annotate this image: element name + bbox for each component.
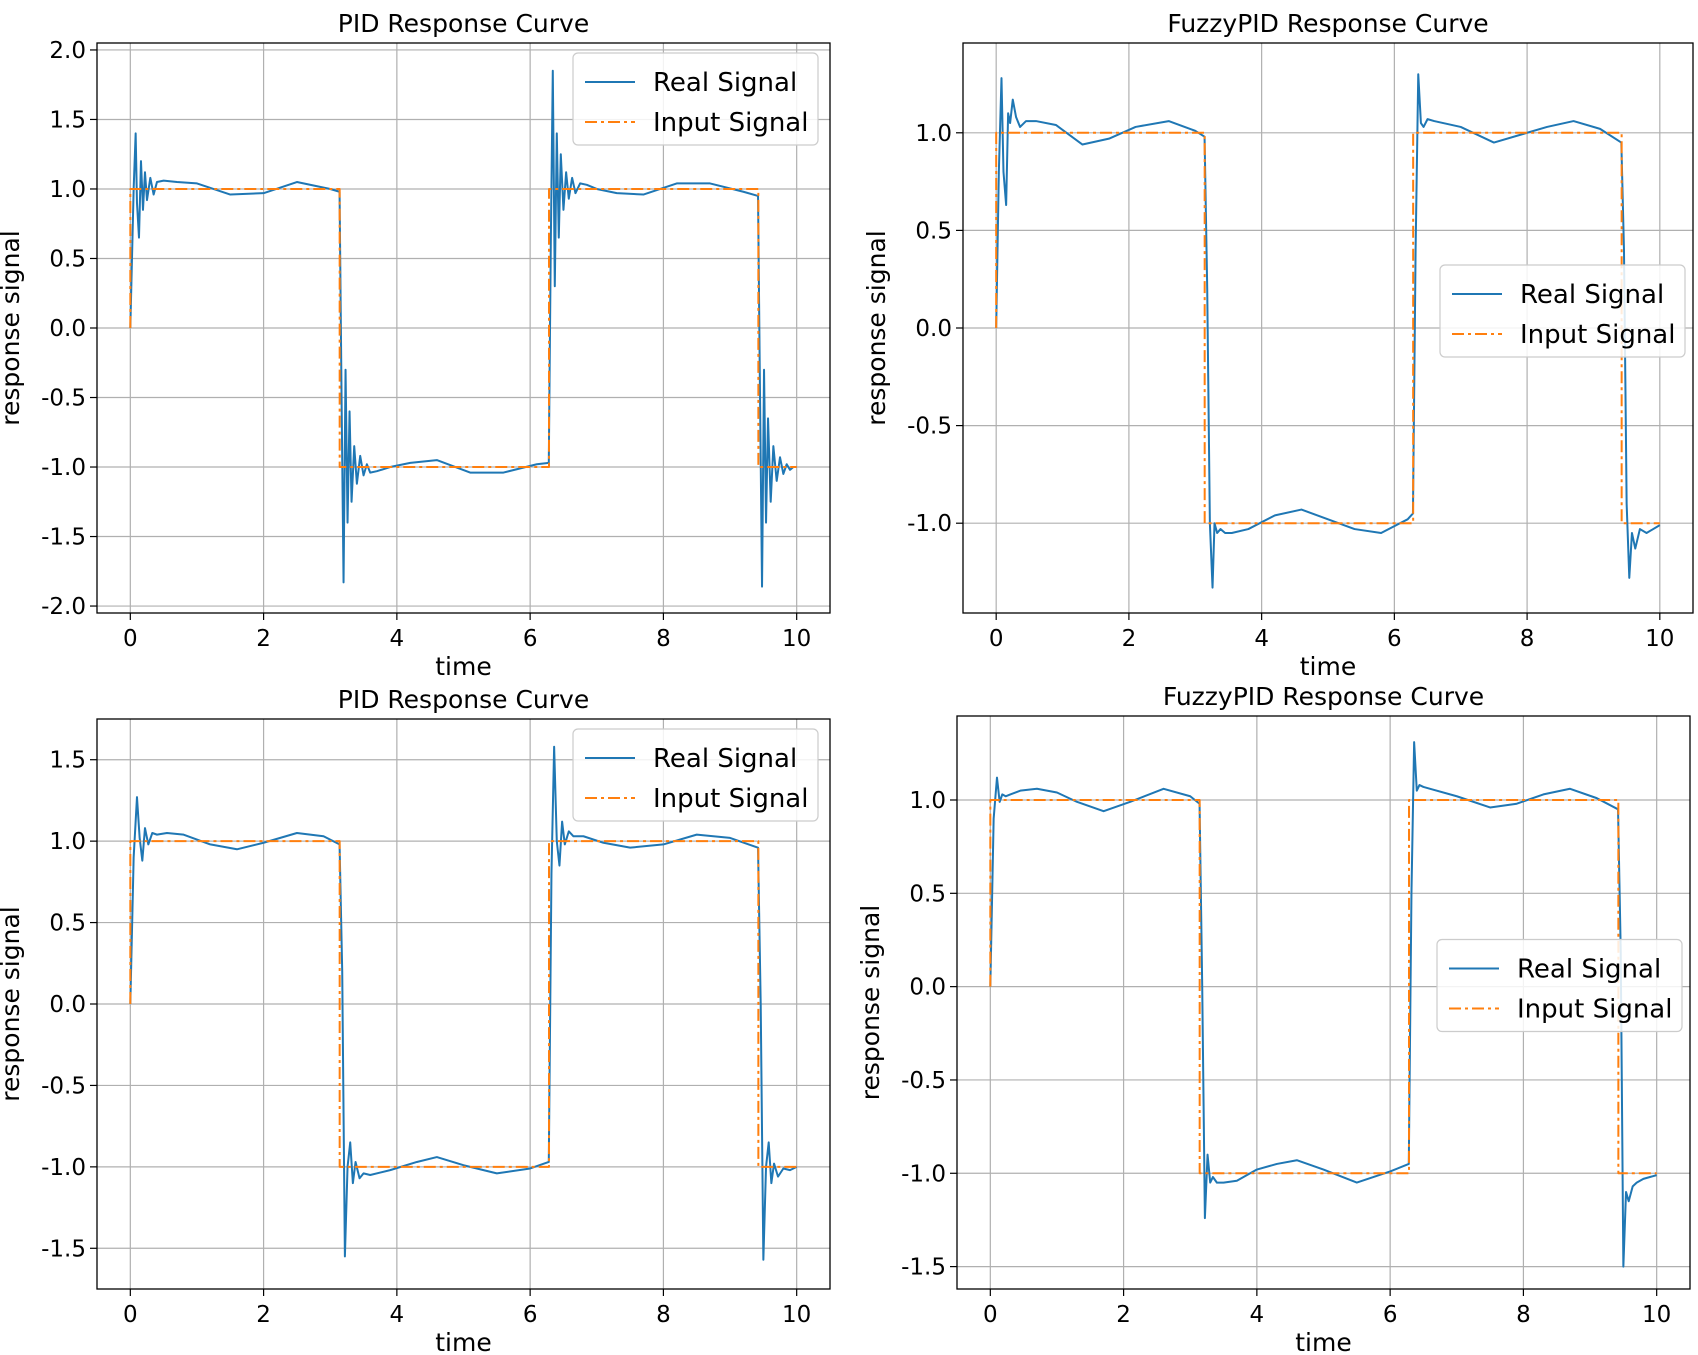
y-tick-label: 0.0: [49, 992, 86, 1018]
input-signal-line: [129, 840, 797, 1168]
y-tick-label: -1.0: [901, 1161, 946, 1187]
y-tick-label: 0.5: [915, 218, 952, 244]
subplot-4: 0 2 4 6 8 10 1.0 0.5 0.0 -0.5 -1.0 -1.5 FuzzyPID Res…: [856, 682, 1691, 1355]
x-tick-label: 4: [1254, 626, 1269, 652]
x-tick-label: 6: [523, 626, 538, 652]
y-tick-label: -0.5: [907, 414, 952, 440]
series-group: [129, 69, 797, 588]
x-tick-label: 8: [1516, 1302, 1531, 1328]
x-axis-label: time: [435, 1328, 491, 1355]
x-tick-label: 6: [1387, 626, 1402, 652]
x-axis-label: time: [435, 652, 491, 681]
y-tick-label: -0.5: [41, 386, 86, 412]
x-tick-label: 4: [1250, 1302, 1265, 1328]
legend: Real Signal Input Signal: [572, 52, 819, 146]
y-tick-label: -1.5: [901, 1255, 946, 1281]
series-group: [989, 741, 1657, 1268]
y-axis-label: response signal: [0, 906, 25, 1101]
y-tick-label: -1.0: [41, 455, 86, 481]
y-tick-label: 1.0: [915, 121, 952, 147]
legend-entry-label: Real Signal: [653, 744, 797, 774]
y-tick-label: 0.5: [49, 246, 86, 272]
y-tick-label: 1.5: [49, 107, 86, 133]
x-tick-label: 6: [1383, 1302, 1398, 1328]
x-tick-label: 2: [1116, 1302, 1131, 1328]
y-tick-label: 0.5: [49, 911, 86, 937]
chart-title: FuzzyPID Response Curve: [1163, 682, 1484, 711]
x-axis-label: time: [1300, 652, 1356, 681]
x-tick-label: 10: [1645, 626, 1674, 652]
y-tick-label: -1.5: [41, 525, 86, 551]
y-tick-label: -0.5: [901, 1068, 946, 1094]
y-axis-label: response signal: [0, 230, 25, 425]
legend-entry-label: Input Signal: [653, 108, 808, 138]
real-signal-line: [129, 745, 798, 1261]
axes-frame: [96, 718, 831, 1290]
y-tick-label: -1.5: [41, 1236, 86, 1262]
x-tick-label: 2: [1122, 626, 1137, 652]
y-tick-label: 0.0: [49, 316, 86, 342]
x-tick-label: 6: [523, 1302, 538, 1328]
y-axis-label: response signal: [856, 905, 885, 1100]
x-tick-label: 8: [656, 626, 671, 652]
axes-frame: [962, 42, 1694, 614]
x-tick-label: 2: [256, 626, 271, 652]
x-tick-label: 0: [983, 1302, 998, 1328]
y-tick-label: -1.0: [41, 1155, 86, 1181]
y-tick-label: 1.0: [49, 177, 86, 203]
real-signal-line: [989, 741, 1657, 1268]
x-tick-label: 4: [390, 626, 405, 652]
legend-entry-label: Real Signal: [653, 68, 797, 98]
y-tick-label: 0.5: [909, 881, 946, 907]
input-signal-line: [129, 187, 797, 469]
y-tick-label: 1.0: [49, 829, 86, 855]
subplot-2: 0 2 4 6 8 10 1.0 0.5 0.0 -0.5 -1.0 FuzzyPID Respons…: [862, 9, 1694, 681]
x-tick-label: 0: [989, 626, 1004, 652]
series-group: [129, 745, 798, 1261]
input-signal-line: [995, 131, 1660, 525]
y-tick-label: 0.0: [909, 975, 946, 1001]
x-tick-label: 8: [1520, 626, 1535, 652]
axes-frame: [96, 42, 831, 614]
y-tick-label: 1.5: [49, 748, 86, 774]
axes-frame: [956, 715, 1691, 1290]
chart-title: PID Response Curve: [338, 685, 589, 714]
real-signal-line: [129, 69, 797, 588]
x-tick-label: 4: [390, 1302, 405, 1328]
y-tick-label: -2.0: [41, 594, 86, 620]
x-axis-label: time: [1295, 1328, 1351, 1355]
legend-entry-label: Input Signal: [653, 784, 808, 814]
legend: Real Signal Input Signal: [1436, 938, 1683, 1033]
x-tick-label: 10: [782, 1302, 811, 1328]
x-tick-label: 0: [123, 1302, 138, 1328]
legend-entry-label: Real Signal: [1520, 280, 1664, 310]
y-axis-label: response signal: [862, 230, 891, 425]
x-tick-label: 0: [123, 626, 138, 652]
legend: Real Signal Input Signal: [572, 728, 819, 822]
legend-entry-label: Real Signal: [1517, 955, 1661, 985]
legend-entry-label: Input Signal: [1520, 320, 1675, 350]
legend: Real Signal Input Signal: [1439, 264, 1686, 358]
y-tick-label: -1.0: [907, 511, 952, 537]
y-tick-label: -0.5: [41, 1073, 86, 1099]
legend-entry-label: Input Signal: [1517, 995, 1672, 1025]
chart-title: PID Response Curve: [338, 9, 589, 38]
chart-title: FuzzyPID Response Curve: [1167, 9, 1488, 38]
y-tick-label: 2.0: [49, 38, 86, 64]
subplot-3: 0 2 4 6 8 10 1.5 1.0 0.5 0.0 -0.5 -1.0 -1.5 PID Respo…: [0, 685, 831, 1355]
series-group: [995, 73, 1661, 589]
x-tick-label: 10: [1642, 1302, 1671, 1328]
x-tick-label: 10: [782, 626, 811, 652]
y-tick-label: 1.0: [909, 788, 946, 814]
subplot-1: 0 2 4 6 8 10 2.0 1.5 1.0 0.5 0.0 -0.5 -1.0 -1.5 -2.0 PI…: [0, 9, 831, 681]
x-tick-label: 2: [256, 1302, 271, 1328]
y-tick-label: 0.0: [915, 316, 952, 342]
x-tick-label: 8: [656, 1302, 671, 1328]
input-signal-line: [989, 798, 1657, 1175]
